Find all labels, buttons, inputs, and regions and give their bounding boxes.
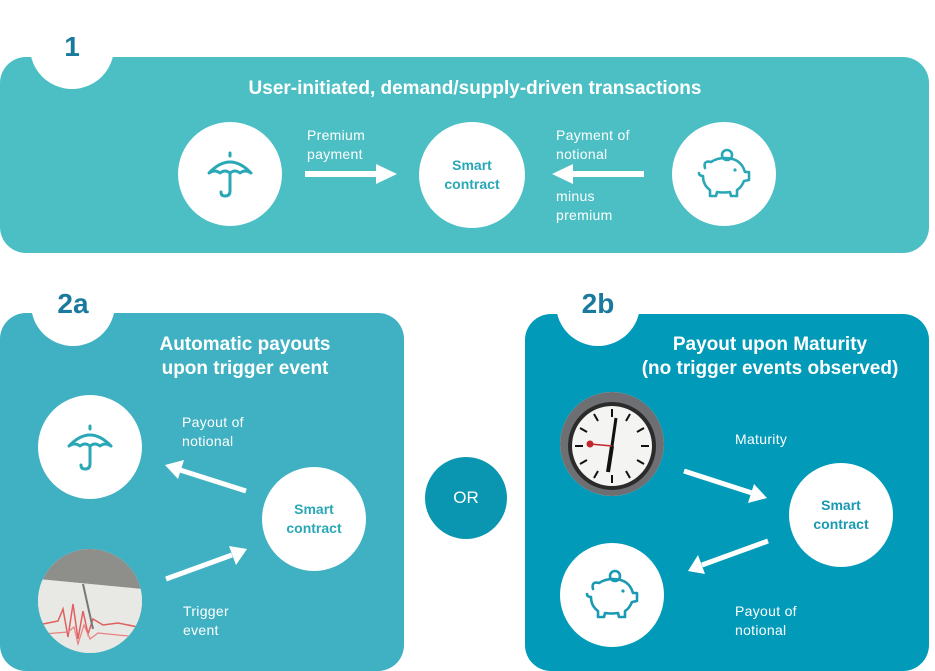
trigger-event-label: Trigger event — [183, 603, 229, 638]
umbrella-circle-2a — [38, 395, 142, 499]
arrow-trigger-to-contract — [165, 546, 247, 582]
smart-contract-label: Smart contract — [286, 501, 342, 536]
umbrella-icon — [67, 424, 113, 471]
section-1-badge: 1 — [30, 5, 114, 89]
piggy-bank-icon — [697, 148, 751, 198]
arrow-contract-to-piggy — [688, 538, 769, 574]
section-2a-title: Automatic payouts upon trigger event — [159, 334, 331, 379]
clock-photo — [560, 392, 664, 496]
arrow-clock-to-contract — [683, 468, 767, 503]
arrow-contract-to-umbrella — [165, 460, 247, 494]
seismograph-photo — [38, 549, 142, 653]
maturity-label: Maturity — [735, 431, 788, 447]
section-1-title: User-initiated, demand/supply-driven tra… — [248, 78, 702, 99]
payout-of-notional-label-2a: Payout of notional — [182, 414, 244, 449]
section-2b-title: Payout upon Maturity (no trigger events o… — [641, 334, 899, 379]
smart-contract-circle-1: Smart contract — [419, 122, 525, 228]
section-2b-badge: 2b — [556, 262, 640, 346]
smart-contract-circle-2b: Smart contract — [789, 463, 893, 567]
arrow-premium-to-contract — [305, 164, 397, 184]
clock-photo-circle — [560, 392, 664, 496]
or-circle: OR — [425, 457, 507, 539]
umbrella-icon — [207, 151, 253, 198]
minus-premium-label: minus premium — [556, 188, 613, 223]
premium-payment-label: Premium payment — [307, 127, 366, 162]
smart-contract-label: Smart contract — [813, 497, 869, 532]
section-2a-badge: 2a — [31, 262, 115, 346]
piggy-bank-circle-1 — [672, 122, 776, 226]
payment-of-notional-label: Payment of notional — [556, 127, 630, 162]
umbrella-circle — [178, 122, 282, 226]
smart-contract-circle-2a: Smart contract — [262, 467, 366, 571]
seismograph-photo-circle — [38, 549, 142, 653]
piggy-bank-circle-2b — [560, 543, 664, 647]
piggy-bank-icon — [585, 569, 639, 619]
arrow-notional-to-contract — [552, 164, 644, 184]
smart-contract-label: Smart contract — [444, 157, 500, 192]
payout-of-notional-label-2b: Payout of notional — [735, 603, 797, 638]
